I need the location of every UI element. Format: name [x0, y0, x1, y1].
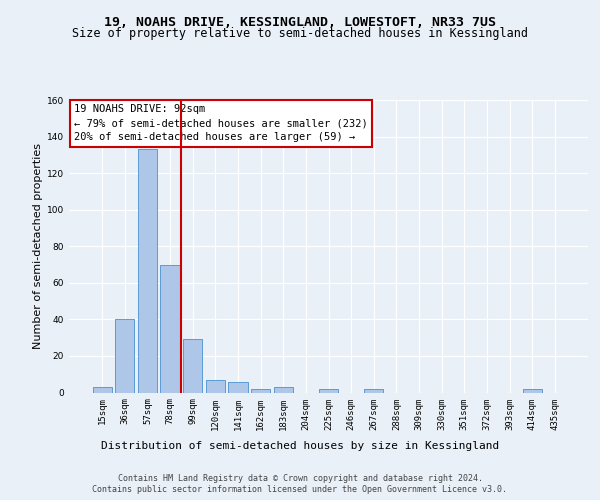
- Bar: [319, 389, 338, 392]
- Text: Distribution of semi-detached houses by size in Kessingland: Distribution of semi-detached houses by …: [101, 441, 499, 451]
- Text: Size of property relative to semi-detached houses in Kessingland: Size of property relative to semi-detach…: [72, 28, 528, 40]
- Bar: [92, 387, 112, 392]
- Bar: [160, 264, 180, 392]
- Text: 19, NOAHS DRIVE, KESSINGLAND, LOWESTOFT, NR33 7US: 19, NOAHS DRIVE, KESSINGLAND, LOWESTOFT,…: [104, 16, 496, 29]
- Bar: [274, 387, 293, 392]
- Text: Contains HM Land Registry data © Crown copyright and database right 2024.: Contains HM Land Registry data © Crown c…: [118, 474, 482, 483]
- Bar: [229, 382, 248, 392]
- Bar: [364, 389, 383, 392]
- Text: Contains public sector information licensed under the Open Government Licence v3: Contains public sector information licen…: [92, 485, 508, 494]
- Bar: [523, 389, 542, 392]
- Bar: [115, 320, 134, 392]
- Y-axis label: Number of semi-detached properties: Number of semi-detached properties: [33, 143, 43, 350]
- Bar: [251, 389, 270, 392]
- Bar: [183, 340, 202, 392]
- Bar: [138, 150, 157, 392]
- Text: 19 NOAHS DRIVE: 92sqm
← 79% of semi-detached houses are smaller (232)
20% of sem: 19 NOAHS DRIVE: 92sqm ← 79% of semi-deta…: [74, 104, 368, 142]
- Bar: [206, 380, 225, 392]
